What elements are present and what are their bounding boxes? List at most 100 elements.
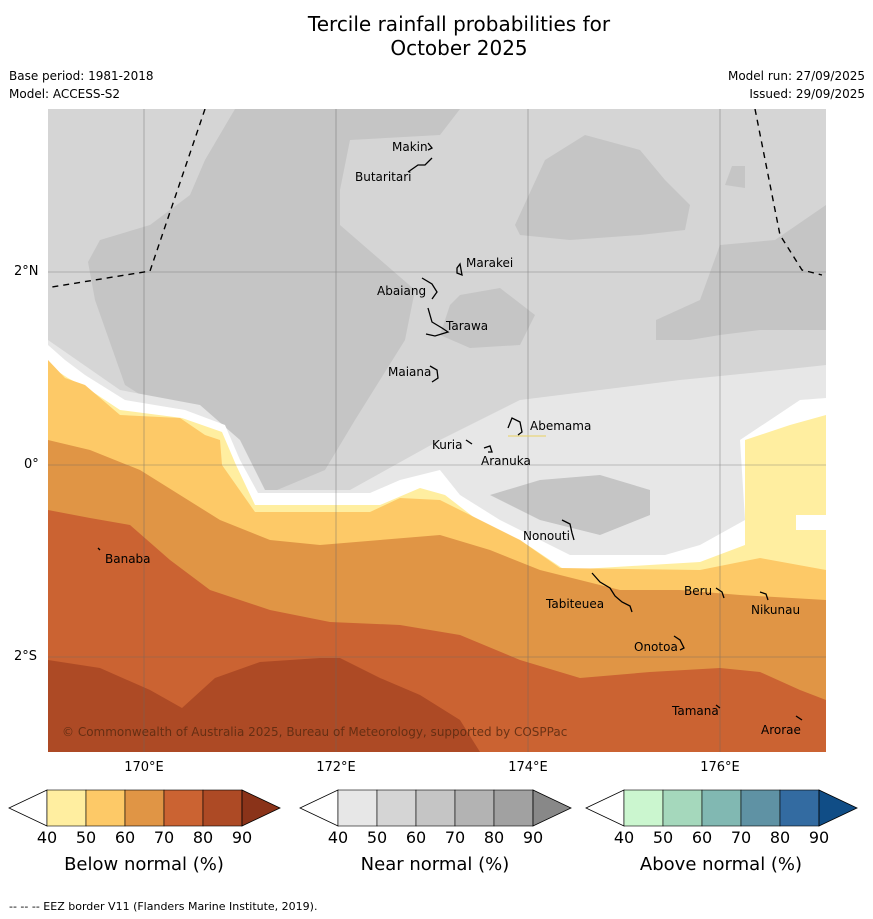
- colorbar-below-segment-1: [85, 789, 126, 827]
- colorbar-above-under: [585, 789, 625, 827]
- label-tarawa: Tarawa: [445, 319, 488, 333]
- colorbar-above-segment-0: [623, 789, 664, 827]
- island-tarawa: [425, 307, 450, 337]
- colorbar-above-segment-4: [779, 789, 820, 827]
- island-tamana: [715, 704, 721, 709]
- island-banaba: [97, 547, 101, 551]
- colorbar-near-segment-1: [376, 789, 417, 827]
- colorbar-above-label: Above normal (%): [639, 854, 803, 875]
- island-onotoa: [673, 635, 685, 651]
- colorbar-near-under: [299, 789, 339, 827]
- eez-footer-note: -- -- -- EEZ border V11 (Flanders Marine…: [9, 900, 318, 913]
- island-labels: Makin Butaritari Marakei Abaiang Tarawa …: [105, 140, 801, 737]
- colorbar-below-tick: 60: [114, 828, 136, 847]
- colorbar-below-tick: 40: [36, 828, 58, 847]
- colorbar-near-tick: 60: [405, 828, 427, 847]
- colorbar-near-over: [532, 789, 572, 827]
- lon-label-170: 170°E: [124, 760, 164, 775]
- near-normal-60-region-south: [490, 475, 650, 535]
- colorbar-above-segment-3: [740, 789, 781, 827]
- label-makin: Makin: [392, 140, 428, 154]
- label-onotoa: Onotoa: [634, 640, 678, 654]
- colorbar-near-tick: 70: [444, 828, 466, 847]
- colorbar-above-tick: 40: [613, 828, 635, 847]
- colorbar-above-tick: 80: [769, 828, 791, 847]
- model-name: Model: ACCESS-S2: [9, 87, 121, 101]
- near-normal-60-region-tarawa: [440, 288, 535, 348]
- lat-label-2n: 2°N: [14, 264, 39, 279]
- colorbar-near-segment-3: [454, 789, 495, 827]
- label-nikunau: Nikunau: [751, 603, 800, 617]
- island-butaritari: [407, 157, 433, 173]
- meta-left: Base period: 1981-2018 Model: ACCESS-S2: [9, 67, 154, 103]
- island-aranuka: [483, 445, 493, 453]
- colorbar-near-tick: 50: [366, 828, 388, 847]
- island-makin: [427, 142, 434, 151]
- island-marakei: [456, 262, 463, 277]
- label-abemama: Abemama: [530, 419, 591, 433]
- meta-right: Model run: 27/09/2025 Issued: 29/09/2025: [728, 67, 865, 103]
- colorbar-above-tick: 90: [808, 828, 830, 847]
- label-marakei: Marakei: [466, 256, 513, 270]
- lon-label-176: 176°E: [700, 760, 740, 775]
- colorbars: [8, 789, 858, 827]
- colorbar-below-tick: 80: [192, 828, 214, 847]
- near-normal-60-region-small: [725, 166, 745, 188]
- colorbar-above-tick: 60: [691, 828, 713, 847]
- model-run: Model run: 27/09/2025: [727, 69, 865, 83]
- island-kuria: [465, 439, 473, 445]
- island-arorae: [795, 715, 803, 721]
- island-tabiteuea: [591, 572, 633, 613]
- colorbar-near-label: Near normal (%): [360, 854, 510, 875]
- colorbar-below-tick: 90: [231, 828, 253, 847]
- label-butaritari: Butaritari: [355, 170, 412, 184]
- colorbar-above-segment-2: [701, 789, 742, 827]
- below-normal-80-region: [48, 658, 480, 752]
- colorbar-above-tick: 70: [730, 828, 752, 847]
- colorbar-near-segment-0: [337, 789, 378, 827]
- colorbar-below-tick: 70: [153, 828, 175, 847]
- colorbar-below-under: [8, 789, 48, 827]
- map-title: Tercile rainfall probabilities for Octob…: [0, 12, 873, 60]
- colorbar-above-over: [818, 789, 858, 827]
- graticule: [48, 109, 826, 752]
- colorbar-near-tick: 90: [522, 828, 544, 847]
- label-banaba: Banaba: [105, 552, 151, 566]
- label-nonouti: Nonouti: [523, 529, 570, 543]
- issued-date: Issued: 29/09/2025: [749, 87, 865, 101]
- label-kuria: Kuria: [432, 438, 463, 452]
- label-arorae: Arorae: [761, 723, 801, 737]
- island-abemama: [507, 417, 523, 436]
- lat-label-2s: 2°S: [14, 649, 38, 664]
- no-dominant-patch-east: [796, 515, 826, 530]
- island-nikunau: [759, 591, 769, 601]
- near-normal-60-region-north: [515, 135, 690, 240]
- title-line-2: October 2025: [390, 36, 528, 60]
- label-tamana: Tamana: [671, 704, 719, 718]
- label-aranuka: Aranuka: [481, 454, 531, 468]
- lon-label-174: 174°E: [508, 760, 548, 775]
- base-period: Base period: 1981-2018: [9, 69, 154, 83]
- label-maiana: Maiana: [388, 365, 431, 379]
- colorbar-near-tick: 40: [327, 828, 349, 847]
- colorbar-near-tick: 80: [483, 828, 505, 847]
- colorbar-near-segment-4: [493, 789, 534, 827]
- lon-label-172: 172°E: [316, 760, 356, 775]
- island-maiana: [429, 365, 439, 383]
- island-beru: [715, 587, 725, 599]
- colorbar-below-segment-0: [46, 789, 87, 827]
- colorbar-below-segment-3: [163, 789, 204, 827]
- colorbar-below-segment-2: [124, 789, 165, 827]
- title-line-1: Tercile rainfall probabilities for: [307, 12, 611, 36]
- label-beru: Beru: [684, 584, 712, 598]
- probability-field: [48, 109, 826, 752]
- label-abaiang: Abaiang: [377, 284, 426, 298]
- colorbar-above-tick: 50: [652, 828, 674, 847]
- colorbar-above-segment-1: [662, 789, 703, 827]
- colorbar-below-label: Below normal (%): [64, 854, 224, 875]
- island-abaiang: [421, 277, 438, 300]
- island-nonouti: [561, 519, 575, 541]
- near-normal-60-region-east: [656, 205, 826, 340]
- colorbar-below-segment-4: [202, 789, 243, 827]
